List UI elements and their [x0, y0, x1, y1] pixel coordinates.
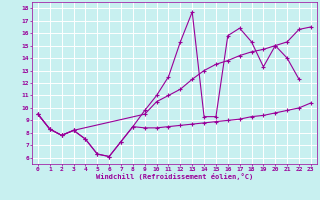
X-axis label: Windchill (Refroidissement éolien,°C): Windchill (Refroidissement éolien,°C)	[96, 173, 253, 180]
